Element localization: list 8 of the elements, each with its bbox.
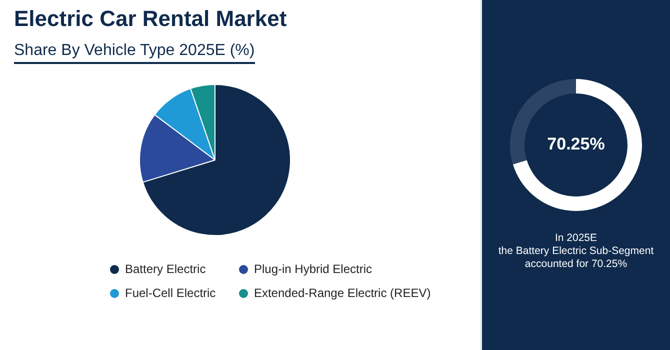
legend-label: Plug-in Hybrid Electric — [254, 262, 372, 276]
legend-label: Extended-Range Electric (REEV) — [254, 286, 431, 300]
legend-label: Battery Electric — [125, 262, 206, 276]
text: In 2025E the Battery Electric Sub-Segment accounted for 70.25% — [497, 232, 655, 271]
chart-subtitle: Share By Vehicle Type 2025E (%) — [14, 42, 255, 64]
data-label: 70.25% — [547, 134, 605, 154]
chart-title: Electric Car Rental Market — [14, 6, 287, 32]
legend-label: Fuel-Cell Electric — [125, 286, 216, 300]
